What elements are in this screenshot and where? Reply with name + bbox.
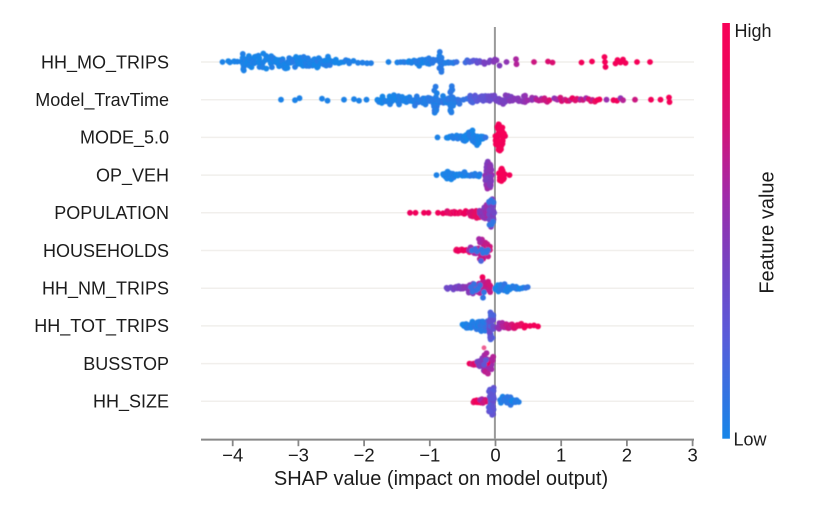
svg-text:Low: Low — [734, 430, 768, 450]
svg-text:High: High — [735, 21, 772, 41]
svg-text:HOUSEHOLDS: HOUSEHOLDS — [43, 241, 169, 261]
svg-text:OP_VEH: OP_VEH — [96, 165, 169, 186]
svg-text:MODE_5.0: MODE_5.0 — [80, 128, 169, 149]
svg-text:BUSSTOP: BUSSTOP — [83, 354, 169, 374]
svg-text:0: 0 — [490, 445, 500, 466]
svg-text:−4: −4 — [222, 445, 243, 466]
svg-text:2: 2 — [622, 445, 632, 466]
svg-text:−2: −2 — [354, 445, 375, 466]
svg-text:Feature value: Feature value — [757, 171, 779, 293]
svg-text:HH_TOT_TRIPS: HH_TOT_TRIPS — [34, 316, 169, 337]
svg-text:HH_SIZE: HH_SIZE — [93, 392, 169, 413]
svg-text:−3: −3 — [288, 445, 309, 466]
svg-text:HH_MO_TRIPS: HH_MO_TRIPS — [41, 52, 169, 73]
svg-text:1: 1 — [556, 445, 566, 466]
svg-text:−1: −1 — [419, 445, 440, 466]
svg-text:Model_TravTime: Model_TravTime — [35, 90, 169, 111]
svg-text:SHAP value (impact on model ou: SHAP value (impact on model output) — [274, 468, 608, 490]
svg-text:HH_NM_TRIPS: HH_NM_TRIPS — [42, 279, 169, 300]
svg-text:POPULATION: POPULATION — [54, 203, 169, 223]
svg-text:3: 3 — [687, 445, 697, 466]
